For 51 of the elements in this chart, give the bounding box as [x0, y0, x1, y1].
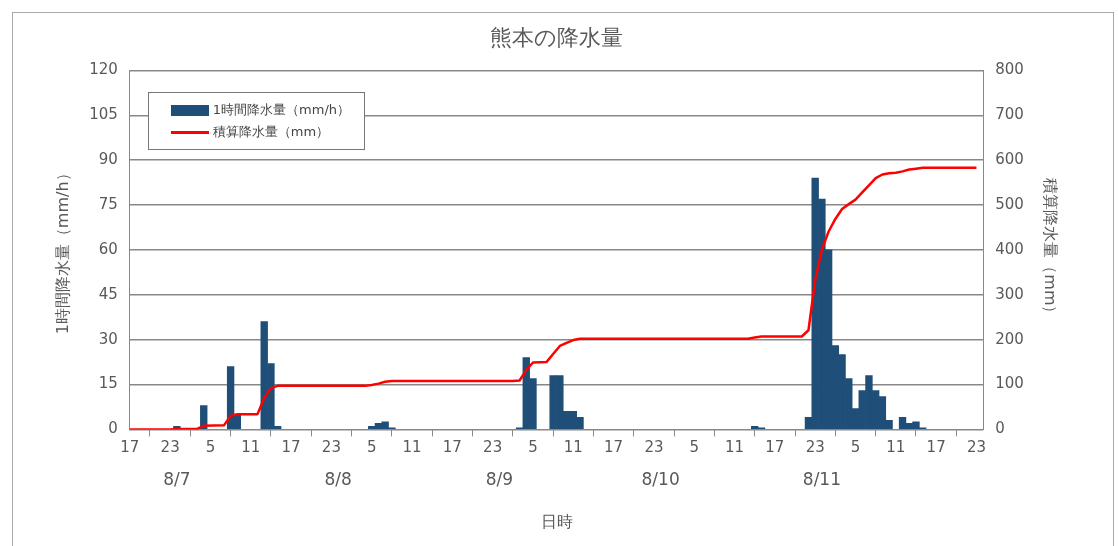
x2-tick-label: 8/8	[324, 469, 352, 490]
y-tick-label: 0	[108, 419, 118, 438]
x-tick-label: 5	[528, 438, 538, 457]
x2-tick-label: 8/9	[485, 469, 514, 490]
x-tick-label: 23	[966, 438, 986, 457]
x-tick-label: 5	[205, 438, 216, 457]
x-tick-label: 17	[926, 438, 946, 457]
y-axis-title: 1時間降水量（mm/h）	[52, 165, 72, 335]
y-tick-label: 30	[98, 329, 118, 348]
x-tick-label: 17	[281, 438, 301, 457]
y-tick-label: 60	[98, 239, 118, 258]
y2-tick-label: 700	[995, 105, 1024, 124]
x-tick-label: 11	[563, 438, 583, 457]
y-tick-label: 45	[98, 284, 118, 303]
x-tick-label: 17	[120, 438, 140, 457]
x-tick-label: 23	[805, 438, 825, 457]
legend-label: 1時間降水量（mm/h）	[212, 101, 351, 120]
x-tick-label: 5	[366, 438, 377, 457]
x-tick-label: 5	[850, 438, 861, 457]
y2-tick-label: 300	[995, 284, 1024, 303]
y-tick-label: 120	[89, 60, 118, 79]
chart-title: 熊本の降水量	[490, 24, 623, 50]
y2-tick-label: 400	[995, 239, 1024, 258]
y2-tick-label: 200	[995, 329, 1024, 348]
x-tick-label: 23	[483, 438, 503, 457]
x-tick-label: 23	[160, 438, 180, 457]
x-tick-label: 5	[689, 438, 700, 457]
y-tick-label: 75	[98, 194, 118, 213]
x-tick-label: 17	[442, 438, 462, 457]
x2-tick-label: 8/10	[641, 469, 680, 490]
y-tick-label: 15	[98, 374, 118, 393]
y2-tick-label: 0	[995, 419, 1005, 438]
legend-label: 積算降水量（mm）	[212, 123, 330, 142]
y2-tick-label: 800	[995, 60, 1024, 79]
x-tick-label: 17	[765, 438, 785, 457]
y2-tick-label: 600	[995, 150, 1024, 169]
x-tick-label: 17	[604, 438, 624, 457]
x-tick-label: 11	[402, 438, 422, 457]
y2-tick-label: 500	[995, 194, 1024, 213]
x2-tick-label: 8/7	[163, 469, 191, 490]
x-tick-label: 23	[644, 438, 664, 457]
x-axis-title: 日時	[540, 511, 573, 531]
x-tick-label: 11	[886, 438, 906, 457]
y2-axis-title: 積算降水量（mm）	[1041, 178, 1061, 322]
y-tick-label: 90	[98, 150, 118, 169]
y2-tick-label: 100	[995, 374, 1024, 393]
x-tick-label: 11	[725, 438, 745, 457]
x-tick-label: 11	[241, 438, 261, 457]
x2-tick-label: 8/11	[802, 469, 841, 490]
x-tick-label: 23	[321, 438, 341, 457]
y-tick-label: 105	[89, 105, 118, 124]
